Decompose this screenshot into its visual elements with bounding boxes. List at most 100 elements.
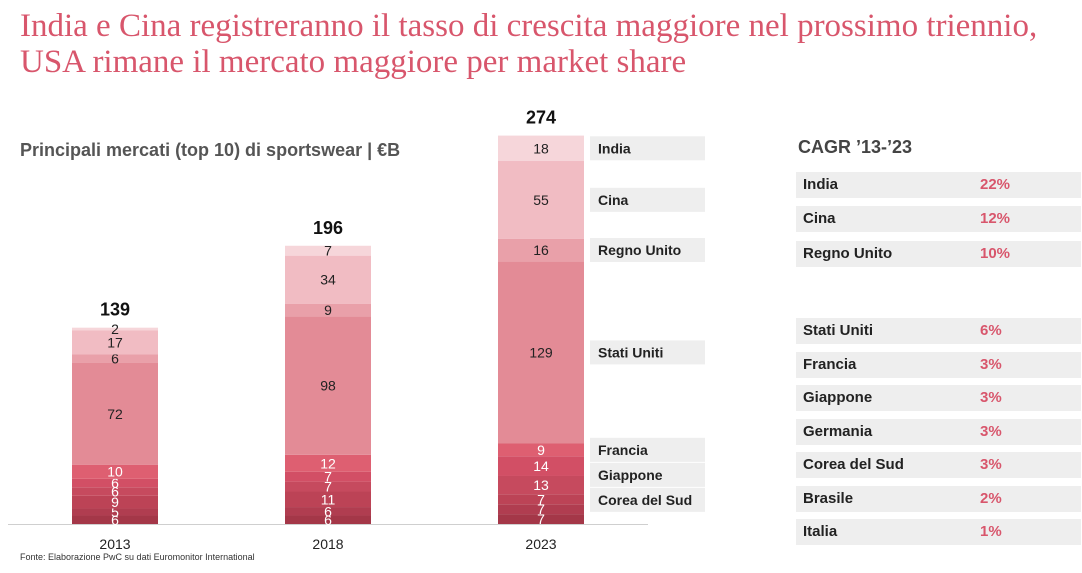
data-label: 6 xyxy=(324,503,332,519)
cagr-country: Germania xyxy=(803,423,873,440)
cagr-country: Cina xyxy=(803,210,836,227)
bar-segment xyxy=(285,255,371,304)
data-label: 7 xyxy=(324,469,332,485)
cagr-value: 3% xyxy=(980,456,1002,473)
series-label: Regno Unito xyxy=(598,242,681,258)
total-label: 139 xyxy=(100,300,130,320)
bar-segment xyxy=(285,471,371,482)
source-note: Fonte: Elaborazione PwC su dati Euromoni… xyxy=(20,552,255,562)
cagr-value: 6% xyxy=(980,322,1002,339)
data-label: 7 xyxy=(324,479,332,495)
data-label: 9 xyxy=(111,494,119,510)
bar-segment xyxy=(285,454,371,472)
series-label: Francia xyxy=(598,442,648,458)
data-label: 7 xyxy=(537,491,545,507)
x-tick-label: 2018 xyxy=(312,536,343,552)
cagr-value: 1% xyxy=(980,523,1002,540)
bar-segment xyxy=(72,487,158,496)
cagr-value: 22% xyxy=(980,176,1011,193)
cagr-country: Corea del Sud xyxy=(803,456,904,473)
cagr-country: Italia xyxy=(803,523,838,540)
series-label-box xyxy=(590,187,705,212)
bar-segment xyxy=(498,135,584,162)
cagr-row: Germania 3% xyxy=(796,419,1081,445)
total-label: 196 xyxy=(313,218,343,238)
bar-segment xyxy=(498,238,584,262)
cagr-country: Stati Uniti xyxy=(803,322,873,339)
bar-segment xyxy=(285,481,371,492)
bar-segment xyxy=(498,161,584,239)
bar-segment xyxy=(72,495,158,509)
data-label: 7 xyxy=(537,501,545,517)
data-label: 98 xyxy=(320,378,336,394)
bar-segment xyxy=(498,261,584,444)
cagr-row: Francia 3% xyxy=(796,352,1081,378)
series-label: Cina xyxy=(598,192,629,208)
data-label: 17 xyxy=(107,335,123,351)
cagr-row: Regno Unito 10% xyxy=(796,241,1081,267)
cagr-value: 3% xyxy=(980,423,1002,440)
cagr-country: Brasile xyxy=(803,490,854,507)
cagr-row: Cina 12% xyxy=(796,206,1081,232)
bar-segment xyxy=(72,330,158,355)
cagr-value: 2% xyxy=(980,490,1002,507)
cagr-country: Regno Unito xyxy=(803,245,893,262)
cagr-country: Giappone xyxy=(803,389,873,406)
series-label-box xyxy=(590,462,705,487)
data-label: 6 xyxy=(111,512,119,528)
series-label-box xyxy=(590,136,705,161)
chart-title: Principali mercati (top 10) di sportswea… xyxy=(20,140,401,160)
total-label: 274 xyxy=(526,108,556,128)
bar-segment xyxy=(285,491,371,508)
bar-segment xyxy=(285,316,371,455)
cagr-country: India xyxy=(803,176,839,193)
cagr-row: India 22% xyxy=(796,172,1081,198)
data-label: 2 xyxy=(111,321,119,337)
data-label: 12 xyxy=(320,455,336,471)
bar-segment xyxy=(72,327,158,331)
data-label: 72 xyxy=(107,406,123,422)
bar-segment xyxy=(72,508,158,516)
series-label: Corea del Sud xyxy=(598,492,692,508)
series-label: India xyxy=(598,140,631,156)
data-label: 34 xyxy=(320,272,336,288)
stacked-bar-chart: 6596610726172139201366117712989347196201… xyxy=(8,108,705,552)
bar-segment xyxy=(285,507,371,516)
page-title: India e Cina registreranno il tasso di c… xyxy=(20,8,1038,80)
bar-segment xyxy=(498,443,584,457)
data-label: 11 xyxy=(321,491,336,507)
cagr-row: Brasile 2% xyxy=(796,486,1081,512)
series-label-box xyxy=(590,487,705,512)
x-tick-label: 2023 xyxy=(525,536,556,552)
data-label: 9 xyxy=(324,302,332,318)
data-label: 7 xyxy=(324,243,332,259)
data-label: 6 xyxy=(111,351,119,367)
data-label: 13 xyxy=(533,477,549,493)
cagr-row: Italia 1% xyxy=(796,519,1081,545)
bar-segment xyxy=(72,464,158,479)
cagr-value: 12% xyxy=(980,210,1011,227)
bar-segment xyxy=(72,478,158,488)
data-label: 129 xyxy=(529,344,553,360)
bar-segment xyxy=(498,514,584,524)
series-label-box xyxy=(590,437,705,462)
data-label: 14 xyxy=(533,458,549,474)
x-tick-label: 2013 xyxy=(99,536,130,552)
data-label: 10 xyxy=(107,464,123,480)
cagr-row: Stati Uniti 6% xyxy=(796,318,1081,344)
data-label: 6 xyxy=(324,512,332,528)
bar-segment xyxy=(72,354,158,363)
bar-segment xyxy=(498,475,584,495)
bar-segment xyxy=(498,494,584,505)
data-label: 5 xyxy=(111,504,119,520)
cagr-title: CAGR ’13-’23 xyxy=(798,137,913,157)
cagr-row: Corea del Sud 3% xyxy=(796,452,1081,478)
bar-segment xyxy=(285,515,371,524)
bar-segment xyxy=(498,504,584,515)
series-label-box xyxy=(590,237,705,262)
data-label: 9 xyxy=(537,442,545,458)
cagr-value: 10% xyxy=(980,245,1011,262)
data-label: 6 xyxy=(111,484,119,500)
data-label: 7 xyxy=(537,511,545,527)
series-label: Giappone xyxy=(598,467,663,483)
